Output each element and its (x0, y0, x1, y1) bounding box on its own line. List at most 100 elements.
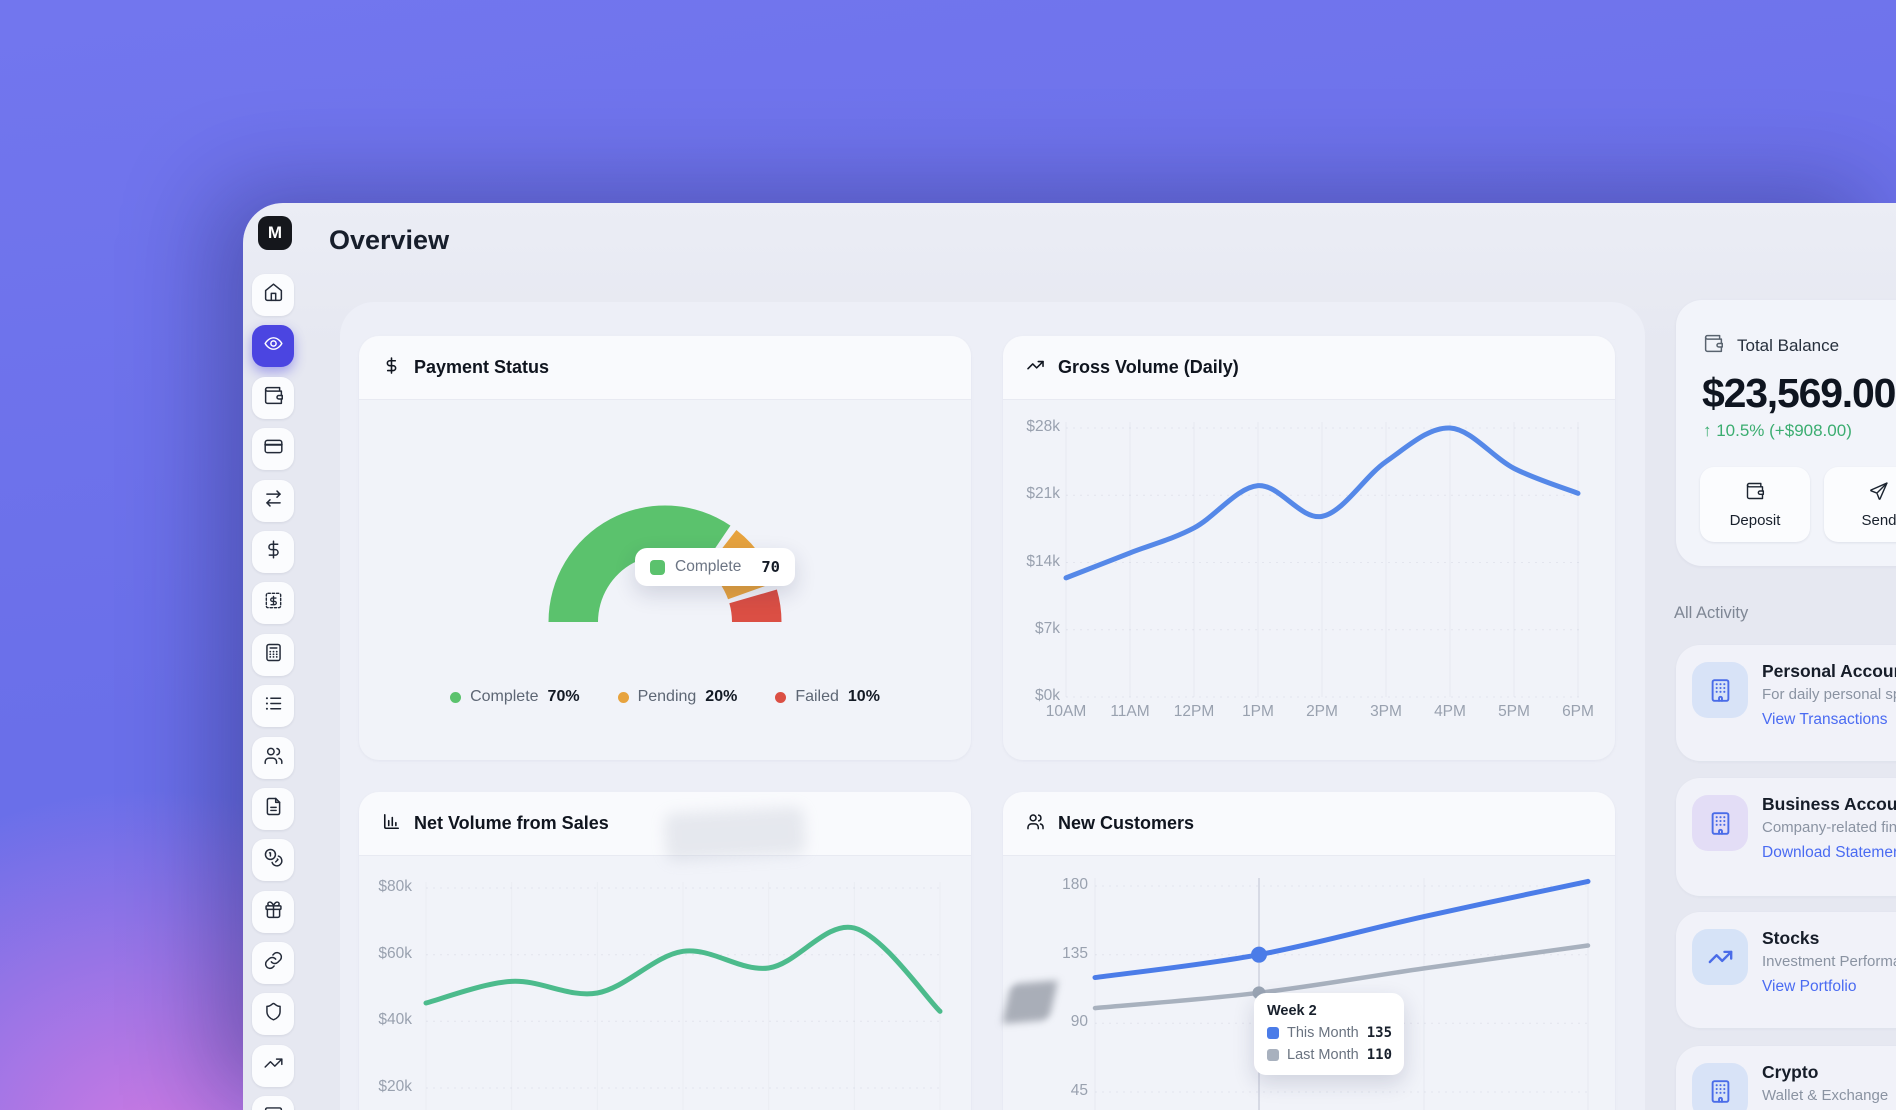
credit-card-icon (263, 436, 284, 462)
sidebar-item-apps[interactable] (252, 1096, 294, 1110)
tooltip-title: Week 2 (1267, 1003, 1317, 1019)
tooltip-value: 135 (1366, 1025, 1393, 1041)
axis-tick: 5PM (1498, 703, 1530, 720)
blur-artifact (663, 806, 807, 862)
legend-value: 20% (705, 688, 738, 705)
receipt-dollar-icon (263, 590, 284, 616)
deposit-label: Deposit (1729, 511, 1781, 529)
legend-value: 10% (847, 688, 880, 705)
calculator-icon (263, 642, 284, 668)
sidebar-item-documents[interactable] (252, 787, 294, 830)
legend-swatch (650, 559, 665, 575)
legend-item: Pending 20% (617, 688, 738, 706)
sidebar-item-overview[interactable] (252, 325, 294, 368)
total-balance-card: Total Balance $23,569.00 ↑ 10.5% (+$908.… (1676, 300, 1896, 566)
view-transactions-link[interactable]: View Transactions (1762, 711, 1888, 728)
activity-subtitle: Company-related finances (1762, 819, 1896, 836)
week-tooltip: Week 2 This Month 135 Last Month 110 (1254, 993, 1404, 1075)
new-customers-card: New Customers Week 2 This Month 135 Last … (1001, 792, 1615, 1110)
page-title: Overview (329, 225, 450, 255)
wallet-icon (1745, 481, 1765, 505)
sidebar (252, 274, 294, 1110)
card-title: Net Volume from Sales (414, 813, 609, 833)
legend-label: Pending (637, 688, 697, 705)
chart-line (1063, 425, 1581, 581)
sidebar-item-links[interactable] (252, 942, 294, 985)
coins-icon (263, 847, 284, 873)
link-icon (263, 950, 284, 976)
balance-label: Total Balance (1737, 336, 1840, 355)
trending-up-icon (1692, 929, 1748, 985)
axis-tick: $60k (378, 944, 412, 962)
axis-tick: $21k (1026, 485, 1060, 503)
activity-item-business-account[interactable]: Business Account Company-related finance… (1676, 778, 1896, 896)
legend-swatch (1267, 1027, 1279, 1039)
activity-item-body: Stocks Investment Performance View Portf… (1762, 928, 1896, 996)
sidebar-item-home[interactable] (252, 274, 294, 316)
activity-item-crypto[interactable]: Crypto Wallet & Exchange (1676, 1046, 1896, 1110)
axis-tick: 11AM (1110, 703, 1150, 720)
sidebar-item-security[interactable] (252, 993, 294, 1036)
legend-item: Failed 10% (775, 688, 880, 706)
download-statements-link[interactable]: Download Statements (1762, 844, 1896, 861)
view-portfolio-link[interactable]: View Portfolio (1762, 978, 1857, 995)
trending-up-icon (1026, 356, 1045, 380)
balance-actions: Deposit Send (1700, 467, 1896, 542)
building-icon (1692, 662, 1748, 718)
users-icon (1026, 812, 1045, 836)
transfer-arrows-icon (263, 488, 284, 514)
gross-volume-header: Gross Volume (Daily) (1003, 336, 1615, 400)
axis-tick: 180 (1062, 876, 1088, 893)
wallet-icon (263, 385, 284, 411)
sidebar-item-rewards[interactable] (252, 890, 294, 933)
total-balance-header: Total Balance (1703, 333, 1839, 359)
list-icon (263, 693, 284, 719)
axis-tick: 90 (1070, 1013, 1088, 1031)
app-logo[interactable]: M (258, 216, 292, 250)
app-logo-letter: M (267, 223, 283, 242)
home-icon (263, 282, 284, 308)
axis-tick: $20k (378, 1078, 412, 1095)
sidebar-item-calculator[interactable] (252, 633, 294, 676)
sidebar-item-wallet[interactable] (252, 376, 294, 419)
tooltip-label: Complete (675, 558, 742, 575)
legend-label: Failed (795, 688, 839, 705)
activity-title: Crypto (1762, 1062, 1819, 1082)
tooltip-row: Last Month 110 (1267, 1047, 1392, 1063)
sidebar-item-invoices[interactable] (252, 582, 294, 625)
shield-icon (263, 1001, 284, 1027)
payment-status-card: Payment Status Complete 70 Complete 70% P… (359, 336, 971, 760)
app-window-icon (263, 1104, 284, 1110)
activity-title: Stocks (1762, 928, 1820, 948)
sidebar-item-customers[interactable] (252, 736, 294, 779)
axis-tick: $7k (1035, 619, 1060, 637)
sidebar-item-coins[interactable] (252, 839, 294, 882)
sidebar-item-payments[interactable] (252, 530, 294, 573)
building-icon (1692, 795, 1748, 851)
wallet-icon (1703, 333, 1724, 359)
dollar-icon (382, 356, 401, 380)
send-label: Send (1861, 511, 1896, 529)
sidebar-item-cards[interactable] (252, 428, 294, 471)
sidebar-item-list[interactable] (252, 685, 294, 728)
axis-tick: 6PM (1562, 703, 1594, 720)
balance-amount: $23,569.00 (1702, 370, 1896, 416)
tooltip-value: 70 (761, 558, 781, 576)
gross-volume-card: Gross Volume (Daily) $28k $21k $14k $7k $0k 1… (1003, 336, 1615, 760)
activity-subtitle: For daily personal spending (1762, 686, 1896, 703)
axis-tick: 45 (1070, 1082, 1088, 1099)
activity-item-personal-account[interactable]: Personal Account For daily personal spen… (1676, 645, 1896, 761)
net-volume-card: Net Volume from Sales $80k $60k $40k $20k (359, 792, 971, 1110)
gauge-tooltip: Complete 70 (635, 548, 796, 586)
legend-dot (775, 691, 787, 703)
axis-tick: 4PM (1434, 703, 1466, 720)
sidebar-item-transfers[interactable] (252, 479, 294, 522)
send-button[interactable]: Send (1824, 467, 1896, 542)
activity-item-stocks[interactable]: Stocks Investment Performance View Portf… (1676, 912, 1896, 1028)
sidebar-item-analytics[interactable] (252, 1044, 294, 1087)
net-volume-header: Net Volume from Sales (359, 792, 971, 856)
deposit-button[interactable]: Deposit (1700, 467, 1810, 542)
axis-tick: $14k (1026, 552, 1060, 570)
legend-item: Complete 70% (450, 688, 580, 706)
